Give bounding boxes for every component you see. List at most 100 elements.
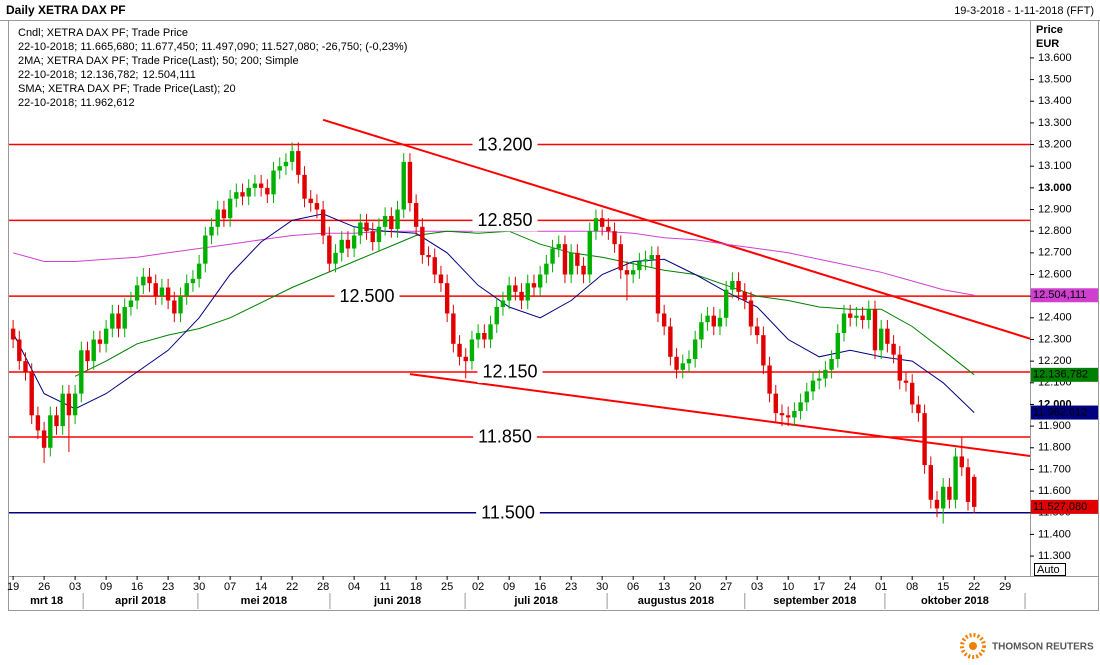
x-tick-label: 24 — [844, 581, 856, 593]
candle-body — [606, 226, 611, 232]
y-tick-label: 12.900 — [1038, 203, 1072, 215]
candle-body — [916, 404, 921, 414]
candle-body — [370, 231, 375, 243]
legend-entry: Cndl; XETRA DAX PF; Trade Price — [18, 27, 188, 39]
x-tick-label: 23 — [565, 581, 577, 593]
candle-body — [54, 415, 59, 427]
end-label: 11.962,612 — [1033, 406, 1087, 418]
candle-body — [184, 283, 189, 297]
month-label: september 2018 — [773, 595, 856, 607]
candle-body — [643, 259, 648, 262]
x-tick-label: 03 — [751, 581, 763, 593]
candle-body — [587, 231, 592, 275]
candle-body — [897, 354, 902, 381]
candle-body — [928, 465, 933, 500]
candle-body — [779, 413, 785, 416]
scale-mode-box[interactable] — [1034, 563, 1066, 576]
candle-body — [773, 393, 778, 414]
scale-mode[interactable]: Auto — [1037, 564, 1060, 576]
end-label: 11.527,080 — [1033, 501, 1087, 513]
level-label-bg — [477, 360, 543, 383]
x-tick-label: 10 — [782, 581, 794, 593]
candle-body — [48, 415, 53, 448]
end-label: 12.504,111 — [1033, 289, 1086, 301]
candle-body — [500, 300, 506, 307]
candle-body — [252, 183, 258, 188]
logo: THOMSON REUTERS — [960, 633, 1094, 659]
x-tick-label: 26 — [38, 581, 50, 593]
y-tick-label: 11.700 — [1038, 463, 1071, 475]
candle-body — [730, 280, 735, 290]
candle-body — [798, 402, 803, 411]
x-tick-label: 28 — [317, 581, 329, 593]
legend-entry: 2MA; XETRA DAX PF; Trade Price(Last); 50… — [18, 55, 299, 67]
y-axis-unit: EUR — [1036, 38, 1059, 50]
x-axis-frame — [8, 576, 1099, 611]
candle-body — [556, 244, 561, 249]
candle-body — [395, 209, 400, 230]
x-tick-label: 19 — [7, 581, 19, 593]
candle-body — [568, 252, 574, 275]
candle-body — [463, 356, 468, 362]
y-tick-label: 12.400 — [1038, 312, 1072, 324]
candle-body — [947, 486, 952, 500]
candle-body — [761, 335, 766, 366]
legend-entry: 22-10-2018; 11.665,680; 11.677,450; 11.4… — [18, 41, 407, 53]
x-tick-label: 08 — [906, 581, 918, 593]
y-tick-label: 12.600 — [1038, 268, 1072, 280]
candle-body — [277, 166, 282, 171]
candle-body — [389, 216, 394, 230]
candle-body — [134, 285, 140, 301]
month-label: oktober 2018 — [921, 595, 989, 607]
y-tick-label: 11.800 — [1038, 442, 1071, 454]
candle-body — [10, 328, 16, 340]
x-tick-label: 14 — [255, 581, 267, 593]
candle-body — [240, 192, 245, 197]
end-label-box — [1031, 367, 1098, 382]
candle-body — [971, 476, 977, 507]
candle-body — [72, 393, 78, 416]
candle-body — [165, 287, 171, 301]
candle-body — [866, 309, 871, 320]
candle-body — [413, 203, 419, 227]
x-tick-label: 17 — [813, 581, 825, 593]
y-tick-label: 12.700 — [1038, 247, 1072, 259]
candle-body — [97, 339, 103, 344]
y-tick-label: 11.300 — [1038, 550, 1071, 562]
candle-body — [66, 393, 72, 416]
candle-body — [339, 239, 344, 253]
candle-body — [618, 244, 623, 271]
candle-body — [159, 287, 165, 297]
trendline — [322, 118, 1030, 340]
candle-body — [674, 356, 679, 370]
candle-body — [624, 270, 630, 275]
candle-body — [841, 313, 847, 333]
candle-body — [965, 467, 971, 502]
candle-body — [847, 313, 853, 318]
candle-body — [711, 315, 716, 327]
candle-body — [258, 183, 264, 188]
x-tick-label: 04 — [348, 581, 360, 593]
candle-body — [333, 252, 338, 264]
month-label: mrt 18 — [30, 595, 63, 607]
candle-body — [537, 274, 543, 288]
candle-body — [35, 415, 41, 431]
x-tick-label: 15 — [937, 581, 949, 593]
candle-body — [872, 309, 878, 351]
candle-body — [550, 248, 555, 264]
candle-body — [953, 456, 958, 500]
candle-body — [296, 151, 301, 175]
candle-body — [203, 235, 208, 264]
level-label-bg — [334, 285, 400, 308]
candle-body — [723, 289, 729, 318]
candle-body — [153, 283, 158, 297]
candle-body — [221, 209, 227, 219]
x-tick-label: 07 — [224, 581, 236, 593]
candle-body — [649, 255, 654, 260]
candle-body — [103, 328, 109, 344]
level-label: 11.500 — [481, 503, 535, 523]
candle-body — [116, 313, 121, 329]
y-tick-label: 12.200 — [1038, 355, 1072, 367]
candle-body — [215, 209, 220, 227]
candle-body — [593, 218, 599, 232]
